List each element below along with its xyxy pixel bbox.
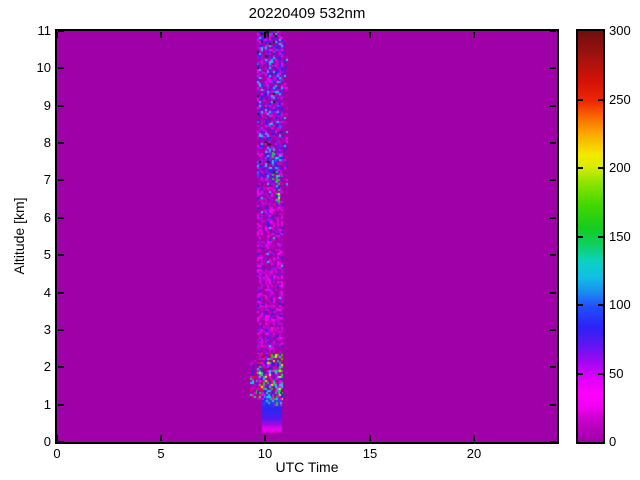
y-tick-label: 1 — [43, 397, 51, 412]
y-tick-label: 6 — [43, 210, 51, 225]
y-tick-label: 9 — [43, 98, 51, 113]
x-tick-label: 10 — [257, 446, 273, 461]
x-axis-label: UTC Time — [275, 459, 339, 475]
y-tick-label: 2 — [43, 359, 51, 374]
x-tick-label: 5 — [157, 446, 165, 461]
colorbar — [578, 31, 603, 442]
x-tick-label: 20 — [466, 446, 482, 461]
y-tick-label: 7 — [43, 172, 51, 187]
colorbar-tick-label: 200 — [609, 160, 631, 175]
y-axis-label: Altitude [km] — [11, 197, 27, 275]
y-tick-label: 3 — [43, 322, 51, 337]
y-tick-label: 5 — [43, 247, 51, 262]
y-tick-label: 10 — [36, 60, 51, 75]
colorbar-tick-label: 0 — [609, 434, 617, 449]
colorbar-tick-label: 250 — [609, 92, 631, 107]
y-tick-label: 11 — [37, 23, 52, 38]
colorbar-tick-label: 100 — [609, 297, 631, 312]
colorbar-tick-label: 150 — [609, 229, 631, 244]
x-tick-label: 0 — [53, 446, 61, 461]
y-tick-label: 8 — [43, 135, 51, 150]
y-tick-label: 0 — [43, 434, 51, 449]
colorbar-tick-label: 50 — [609, 366, 624, 381]
colorbar-tick-label: 300 — [609, 23, 631, 38]
heatmap-plot-area — [57, 31, 557, 442]
y-tick-label: 4 — [43, 285, 51, 300]
x-tick-label: 15 — [362, 446, 378, 461]
chart-title: 20220409 532nm — [248, 5, 366, 22]
